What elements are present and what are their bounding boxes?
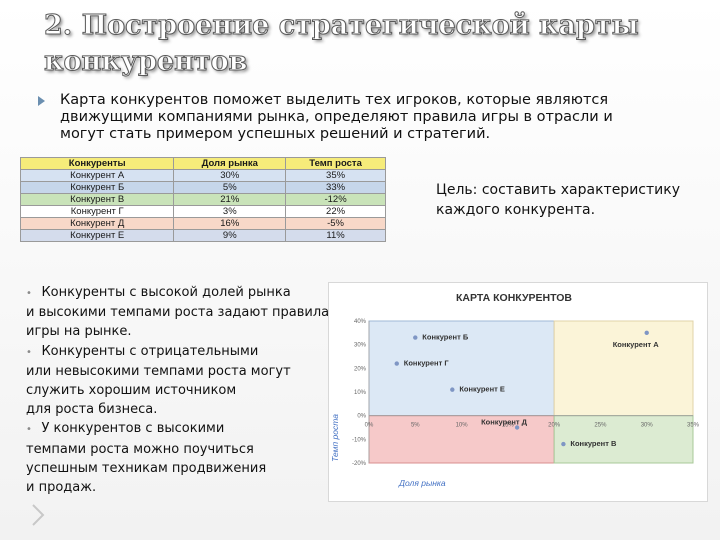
x-tick-label: 15%	[502, 423, 515, 429]
bullet-item: • Конкуренты с высокой долей рынка и выс…	[26, 283, 330, 342]
bullet-line: У конкурентов с высокими	[41, 421, 225, 437]
bullet-line: Конкуренты с отрицательными	[41, 343, 259, 359]
data-point	[644, 330, 649, 336]
table-cell-share: 9%	[173, 229, 287, 242]
data-point-label: Конкурент Б	[422, 333, 469, 342]
bullet-line: служить хорошим источником	[26, 383, 237, 399]
intro-paragraph: Карта конкурентов поможет выделить тех и…	[38, 92, 658, 143]
competitor-map-chart: 0% 5% 10% 15% 20% 25% 30% 35% 40% 30% 20% 10% 0% -10%…	[328, 282, 708, 502]
table-cell-name: Конкурент А	[19, 169, 175, 182]
y-tick-label: 20%	[354, 366, 367, 372]
x-tick-label: 0%	[365, 423, 374, 429]
chart-title: КАРТА КОНКУРЕНТОВ	[456, 292, 572, 304]
bullet-line: Конкуренты с высокой долей рынка	[41, 285, 291, 300]
bullet-dot-icon: •	[26, 346, 42, 358]
competitors-table: Конкуренты Доля рынка Темп роста Конкуре…	[19, 157, 386, 242]
table-header-cell: Конкуренты	[19, 157, 175, 170]
bullet-line: игры на рынке.	[26, 324, 132, 340]
bullet-item: • Конкуренты с отрицательными или невысо…	[26, 342, 330, 420]
y-tick-label: 10%	[354, 390, 367, 396]
table-row: Конкурент А 30% 35%	[19, 169, 386, 182]
bullet-list: • Конкуренты с высокой долей рынка и выс…	[26, 283, 330, 497]
goal-text: Цель: составить характеристику каждого к…	[436, 182, 680, 218]
y-tick-label: -20%	[352, 461, 367, 467]
table-cell-growth: 33%	[285, 181, 386, 194]
table-cell-name: Конкурент Д	[19, 217, 175, 230]
x-tick-label: 20%	[548, 423, 561, 429]
y-tick-label: -10%	[352, 437, 367, 443]
bullet-arrow-icon	[38, 96, 45, 106]
data-point	[413, 335, 418, 340]
x-tick-label: 10%	[456, 423, 469, 429]
data-point	[450, 387, 455, 392]
table-cell-growth: -5%	[285, 217, 386, 230]
chart-svg: 0% 5% 10% 15% 20% 25% 30% 35% 40% 30% 20% 10% 0% -10%…	[330, 292, 700, 488]
table-cell-growth: -12%	[285, 193, 386, 206]
table-cell-share: 30%	[173, 169, 287, 182]
data-point	[561, 441, 566, 447]
table-header-cell: Темп роста	[285, 157, 386, 170]
quadrant-top-left	[368, 320, 555, 417]
x-axis-label: Доля рынка	[398, 478, 446, 488]
bullet-line: и высокими темпами роста задают правила	[26, 305, 330, 321]
table-row: Конкурент Д 16% -5%	[19, 217, 386, 230]
bullet-dot-icon: •	[26, 424, 42, 436]
data-point	[394, 361, 399, 366]
quadrant-bottom-left	[368, 415, 555, 464]
x-tick-label: 35%	[687, 423, 700, 429]
data-point-label: Конкурент А	[613, 340, 660, 349]
table-cell-name: Конкурент Г	[19, 205, 175, 218]
table-cell-growth: 35%	[285, 169, 386, 182]
data-point-label: Конкурент В	[570, 439, 617, 448]
x-tick-label: 30%	[641, 423, 654, 429]
slide-title: 2. Построение стратегической карты конку…	[44, 10, 640, 78]
table-cell-share: 16%	[173, 217, 287, 230]
bullet-line: и продаж.	[26, 480, 97, 496]
y-tick-label: 40%	[354, 319, 367, 325]
table-cell-name: Конкурент Б	[19, 181, 175, 194]
y-tick-label: 0%	[357, 414, 366, 420]
table-header-cell: Доля рынка	[173, 157, 287, 170]
data-point-label: Конкурент Г	[404, 359, 450, 368]
bullet-item: • У конкурентов с высокими темпами роста…	[26, 419, 330, 497]
data-point-label: Конкурент Е	[459, 385, 505, 394]
x-tick-label: 5%	[411, 423, 420, 429]
table-cell-share: 21%	[173, 193, 287, 206]
table-row: Конкурент Е 9% 11%	[19, 229, 386, 242]
table-cell-share: 5%	[173, 181, 287, 194]
data-point	[514, 425, 520, 430]
decorative-corner-icon	[32, 504, 45, 526]
table-cell-growth: 11%	[285, 229, 386, 242]
x-tick-label: 25%	[594, 423, 607, 429]
bullet-line: для роста бизнеса.	[26, 402, 158, 418]
data-point-label: Конкурент Д	[481, 418, 528, 427]
table-cell-share: 3%	[173, 205, 287, 218]
bullet-line: успешным техникам продвижения	[26, 460, 267, 476]
bullet-dot-icon: •	[26, 288, 42, 299]
quadrant-top-right	[553, 320, 694, 417]
y-axis-label: Темп роста	[330, 414, 340, 462]
table-row: Конкурент Б 5% 33%	[19, 181, 386, 194]
bullet-line: темпами роста можно поучиться	[26, 441, 254, 457]
intro-text: Карта конкурентов поможет выделить тех и…	[60, 92, 613, 142]
bullet-line: или невысокими темпами роста могут	[26, 363, 291, 379]
table-row: Конкурент Г 3% 22%	[19, 205, 386, 218]
y-tick-label: 30%	[354, 343, 367, 349]
table-cell-growth: 22%	[285, 205, 386, 218]
table-cell-name: Конкурент В	[19, 193, 175, 206]
table-row: Конкурент В 21% -12%	[19, 193, 386, 206]
table-cell-name: Конкурент Е	[19, 229, 175, 242]
table-header-row: Конкуренты Доля рынка Темп роста	[19, 157, 386, 170]
